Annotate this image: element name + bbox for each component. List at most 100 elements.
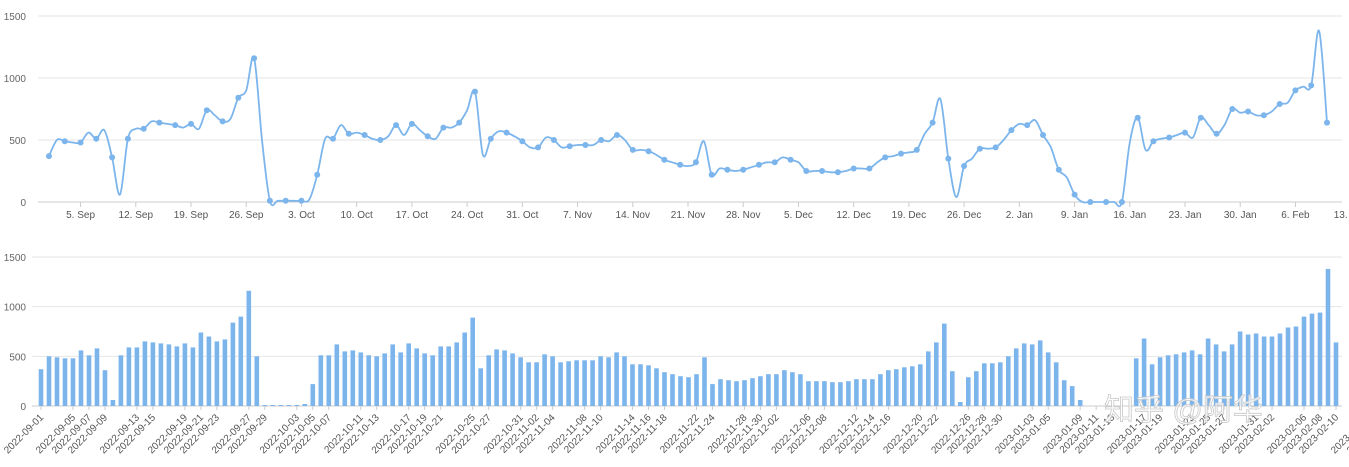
bar[interactable] <box>350 350 356 406</box>
bar[interactable] <box>94 348 100 406</box>
line-point[interactable] <box>1150 138 1157 145</box>
bar[interactable] <box>1173 354 1179 406</box>
line-point[interactable] <box>203 107 210 114</box>
bar[interactable] <box>1269 336 1275 407</box>
bar[interactable] <box>190 347 196 406</box>
bar[interactable] <box>86 355 92 406</box>
line-point[interactable] <box>487 135 494 142</box>
bar[interactable] <box>1333 342 1339 406</box>
line-point[interactable] <box>1134 114 1141 121</box>
line-point[interactable] <box>235 94 242 101</box>
bar[interactable] <box>918 364 923 406</box>
bar[interactable] <box>70 358 76 406</box>
bar[interactable] <box>998 362 1003 406</box>
bar[interactable] <box>1165 355 1171 406</box>
line-point[interactable] <box>661 156 668 163</box>
bar[interactable] <box>790 372 795 406</box>
line-point[interactable] <box>172 122 179 129</box>
bar[interactable] <box>886 370 891 406</box>
line-point[interactable] <box>535 144 542 151</box>
bar[interactable] <box>470 317 475 406</box>
bar[interactable] <box>1197 354 1203 406</box>
bar[interactable] <box>966 377 971 406</box>
bar[interactable] <box>1045 352 1051 406</box>
bar[interactable] <box>758 376 763 406</box>
bar[interactable] <box>1021 343 1027 406</box>
bar[interactable] <box>646 365 651 406</box>
bar[interactable] <box>526 362 531 406</box>
bar[interactable] <box>1237 331 1243 407</box>
bar[interactable] <box>694 374 699 406</box>
bar[interactable] <box>662 372 667 406</box>
bar[interactable] <box>486 355 491 406</box>
bar[interactable] <box>238 316 244 406</box>
bar[interactable] <box>454 342 459 406</box>
line-point[interactable] <box>251 55 258 62</box>
bar[interactable] <box>1293 326 1299 407</box>
line-point[interactable] <box>1008 127 1015 134</box>
bar[interactable] <box>270 405 276 406</box>
bar[interactable] <box>958 402 963 406</box>
line-point[interactable] <box>771 159 778 166</box>
bar[interactable] <box>222 339 228 406</box>
line-point[interactable] <box>93 135 100 142</box>
bar[interactable] <box>558 362 563 406</box>
line-point[interactable] <box>1103 199 1110 205</box>
line-point[interactable] <box>1166 134 1173 141</box>
line-point[interactable] <box>629 146 636 153</box>
bar[interactable] <box>638 364 643 406</box>
bar[interactable] <box>726 380 731 406</box>
line-point[interactable] <box>330 135 336 142</box>
line-point[interactable] <box>1040 132 1046 138</box>
bar[interactable] <box>302 404 308 406</box>
line-point[interactable] <box>550 137 557 143</box>
bar[interactable] <box>678 376 683 406</box>
bar[interactable] <box>1205 338 1211 407</box>
bar[interactable] <box>366 355 371 406</box>
bar[interactable] <box>702 357 707 406</box>
line-point[interactable] <box>1324 119 1330 126</box>
bar[interactable] <box>542 354 547 406</box>
bar[interactable] <box>102 370 108 406</box>
bar[interactable] <box>182 343 188 406</box>
bar[interactable] <box>574 360 579 406</box>
bar[interactable] <box>38 369 44 406</box>
bar[interactable] <box>1149 364 1155 406</box>
line-point[interactable] <box>124 135 131 142</box>
bar[interactable] <box>862 379 867 406</box>
bar[interactable] <box>278 405 284 406</box>
bar[interactable] <box>598 356 603 406</box>
bar[interactable] <box>1181 352 1187 406</box>
bar[interactable] <box>782 370 787 406</box>
line-point[interactable] <box>298 197 305 204</box>
bar[interactable] <box>62 358 68 406</box>
bar[interactable] <box>838 382 843 406</box>
line-point[interactable] <box>1055 166 1062 173</box>
bar[interactable] <box>54 357 60 406</box>
line-point[interactable] <box>361 132 368 138</box>
line-point[interactable] <box>614 132 620 138</box>
line-point[interactable] <box>1260 112 1267 119</box>
bar[interactable] <box>46 356 52 406</box>
bar[interactable] <box>158 343 164 406</box>
bar[interactable] <box>1261 336 1267 407</box>
bar[interactable] <box>142 341 148 406</box>
line-point[interactable] <box>645 148 652 155</box>
line-point[interactable] <box>834 169 841 176</box>
bar[interactable] <box>894 369 899 406</box>
bar[interactable] <box>422 353 427 406</box>
line-point[interactable] <box>519 138 526 145</box>
bar[interactable] <box>134 347 140 406</box>
line-point[interactable] <box>1276 101 1283 107</box>
bar[interactable] <box>686 377 691 406</box>
bar[interactable] <box>1229 344 1235 406</box>
line-point[interactable] <box>898 150 904 157</box>
bar[interactable] <box>430 355 435 406</box>
bar[interactable] <box>1141 338 1147 407</box>
bar[interactable] <box>1061 380 1067 406</box>
bar[interactable] <box>750 378 755 406</box>
bar[interactable] <box>342 351 348 406</box>
line-point[interactable] <box>377 137 384 143</box>
bar[interactable] <box>846 381 851 406</box>
bar[interactable] <box>806 381 811 406</box>
